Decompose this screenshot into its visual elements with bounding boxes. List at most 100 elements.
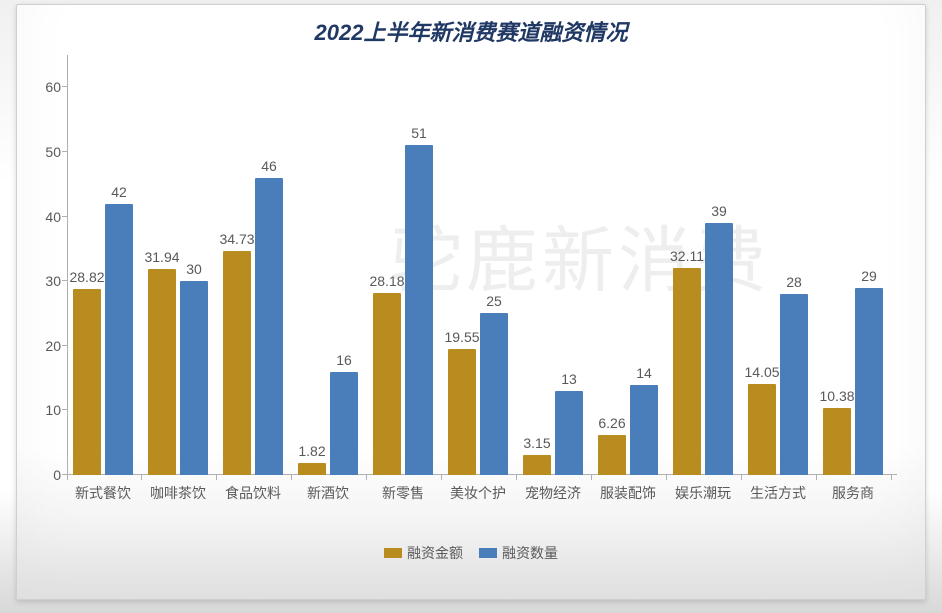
bar-value-label: 28.18 [369, 273, 404, 289]
bar-value-label: 51 [411, 125, 427, 141]
bar-count: 39 [705, 223, 733, 475]
bar-value-label: 14 [636, 365, 652, 381]
bar-group: 28.1851 [373, 55, 433, 475]
bar-value-label: 16 [336, 352, 352, 368]
bar-value-label: 6.26 [598, 415, 625, 431]
bar-value-label: 1.82 [298, 443, 325, 459]
y-tick-label: 60 [31, 79, 61, 95]
y-tick-mark [62, 151, 67, 152]
bar-value-label: 30 [186, 261, 202, 277]
bar-group: 32.1139 [673, 55, 733, 475]
y-tick-label: 40 [31, 209, 61, 225]
bar-group: 28.8242 [73, 55, 133, 475]
bar-group: 3.1513 [523, 55, 583, 475]
y-tick-label: 0 [31, 467, 61, 483]
bar-count: 25 [480, 313, 508, 475]
bar-count: 13 [555, 391, 583, 475]
category-label: 咖啡茶饮 [150, 483, 206, 503]
bar-value-label: 34.73 [219, 231, 254, 247]
bar-value-label: 19.55 [444, 329, 479, 345]
x-tick-mark [67, 475, 68, 480]
bar-group: 31.9430 [148, 55, 208, 475]
bar-value-label: 29 [861, 268, 877, 284]
x-tick-mark [366, 475, 367, 480]
bar-amount: 28.18 [373, 293, 401, 475]
bar-amount: 10.38 [823, 408, 851, 475]
bar-value-label: 42 [111, 184, 127, 200]
bar-amount: 14.05 [748, 384, 776, 475]
bar-value-label: 25 [486, 293, 502, 309]
y-tick-mark [62, 86, 67, 87]
y-tick-mark [62, 345, 67, 346]
x-tick-mark [216, 475, 217, 480]
bar-count: 30 [180, 281, 208, 475]
chart-card: 2022上半年新消费赛道融资情况 驼鹿新消费 28.8242新式餐饮31.943… [16, 4, 926, 600]
legend-swatch [384, 548, 402, 558]
bar-group: 10.3829 [823, 55, 883, 475]
bar-count: 29 [855, 288, 883, 475]
x-tick-mark [591, 475, 592, 480]
y-tick-mark [62, 280, 67, 281]
bar-count: 28 [780, 294, 808, 475]
x-tick-mark [291, 475, 292, 480]
y-tick-mark [62, 409, 67, 410]
category-label: 美妆个护 [450, 483, 506, 503]
x-tick-mark [816, 475, 817, 480]
y-tick-mark [62, 216, 67, 217]
legend-item: 融资数量 [479, 543, 558, 563]
bar-amount: 6.26 [598, 435, 626, 475]
bar-value-label: 13 [561, 371, 577, 387]
bar-value-label: 39 [711, 203, 727, 219]
bar-value-label: 14.05 [744, 364, 779, 380]
category-label: 服务商 [832, 483, 874, 503]
category-label: 新式餐饮 [75, 483, 131, 503]
legend-swatch [479, 548, 497, 558]
legend: 融资金额 融资数量 [17, 543, 925, 563]
bar-group: 34.7346 [223, 55, 283, 475]
x-tick-mark [441, 475, 442, 480]
bars-area: 28.8242新式餐饮31.9430咖啡茶饮34.7346食品饮料1.8216新… [67, 55, 897, 475]
bar-group: 19.5525 [448, 55, 508, 475]
category-label: 生活方式 [750, 483, 806, 503]
x-tick-mark [141, 475, 142, 480]
category-label: 娱乐潮玩 [675, 483, 731, 503]
x-tick-mark [741, 475, 742, 480]
bar-value-label: 28 [786, 274, 802, 290]
bar-count: 51 [405, 145, 433, 475]
bar-amount: 1.82 [298, 463, 326, 475]
y-tick-label: 50 [31, 144, 61, 160]
category-label: 宠物经济 [525, 483, 581, 503]
category-label: 新零售 [382, 483, 424, 503]
category-label: 食品饮料 [225, 483, 281, 503]
bar-value-label: 46 [261, 158, 277, 174]
legend-item: 融资金额 [384, 543, 463, 563]
bar-amount: 19.55 [448, 349, 476, 475]
x-tick-mark [666, 475, 667, 480]
plot-area: 28.8242新式餐饮31.9430咖啡茶饮34.7346食品饮料1.8216新… [67, 55, 897, 475]
legend-label: 融资金额 [407, 543, 463, 563]
bar-value-label: 10.38 [819, 388, 854, 404]
bar-value-label: 32.11 [670, 248, 704, 264]
y-tick-label: 20 [31, 338, 61, 354]
bar-count: 46 [255, 178, 283, 475]
legend-label: 融资数量 [502, 543, 558, 563]
bar-value-label: 3.15 [523, 435, 550, 451]
bar-amount: 32.11 [673, 268, 701, 475]
x-tick-mark [516, 475, 517, 480]
category-label: 服装配饰 [600, 483, 656, 503]
bar-group: 14.0528 [748, 55, 808, 475]
bar-amount: 28.82 [73, 289, 101, 475]
bar-amount: 31.94 [148, 269, 176, 475]
bar-amount: 34.73 [223, 251, 251, 475]
bar-count: 16 [330, 372, 358, 475]
y-tick-label: 30 [31, 273, 61, 289]
bar-count: 42 [105, 204, 133, 475]
bar-count: 14 [630, 385, 658, 475]
bar-value-label: 31.94 [144, 249, 179, 265]
y-tick-mark [62, 474, 67, 475]
x-tick-mark [891, 475, 892, 480]
bar-value-label: 28.82 [69, 269, 104, 285]
bar-amount: 3.15 [523, 455, 551, 475]
chart-title: 2022上半年新消费赛道融资情况 [17, 15, 925, 47]
y-tick-label: 10 [31, 402, 61, 418]
